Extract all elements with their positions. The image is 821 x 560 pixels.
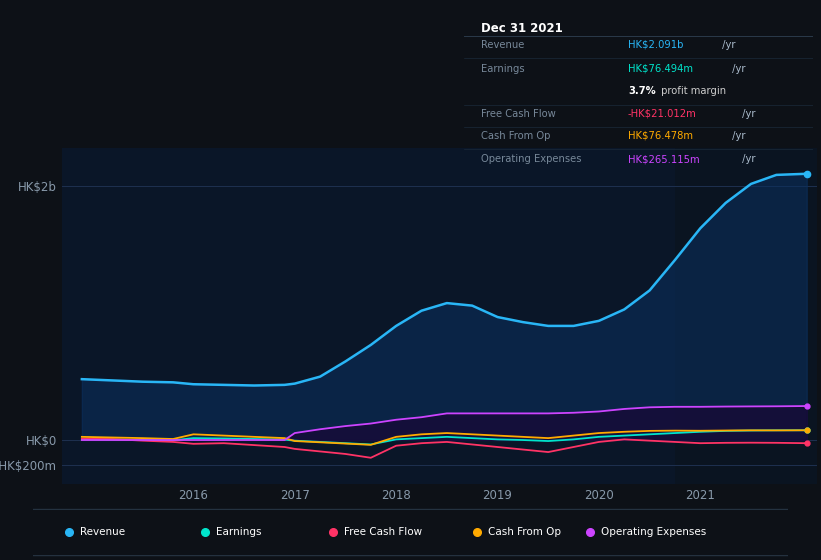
Text: Earnings: Earnings (216, 527, 261, 537)
Bar (675, 148, 817, 484)
Text: HK$265.115m: HK$265.115m (628, 154, 699, 164)
Text: Free Cash Flow: Free Cash Flow (344, 527, 422, 537)
FancyBboxPatch shape (25, 510, 796, 556)
Text: Revenue: Revenue (481, 40, 525, 50)
Text: -HK$21.012m: -HK$21.012m (628, 109, 696, 119)
Text: Free Cash Flow: Free Cash Flow (481, 109, 556, 119)
Text: Earnings: Earnings (481, 64, 525, 74)
Text: Cash From Op: Cash From Op (481, 131, 551, 141)
Text: /yr: /yr (739, 154, 755, 164)
Text: profit margin: profit margin (658, 86, 726, 96)
Text: Cash From Op: Cash From Op (488, 527, 561, 537)
Text: HK$76.494m: HK$76.494m (628, 64, 693, 74)
Text: /yr: /yr (729, 131, 745, 141)
Text: HK$76.478m: HK$76.478m (628, 131, 693, 141)
Text: Revenue: Revenue (80, 527, 125, 537)
Text: /yr: /yr (719, 40, 736, 50)
Text: 3.7%: 3.7% (628, 86, 656, 96)
Text: /yr: /yr (729, 64, 745, 74)
Text: HK$2.091b: HK$2.091b (628, 40, 683, 50)
Text: Dec 31 2021: Dec 31 2021 (481, 22, 563, 35)
Text: Operating Expenses: Operating Expenses (601, 527, 706, 537)
Text: Operating Expenses: Operating Expenses (481, 154, 582, 164)
Text: /yr: /yr (739, 109, 755, 119)
